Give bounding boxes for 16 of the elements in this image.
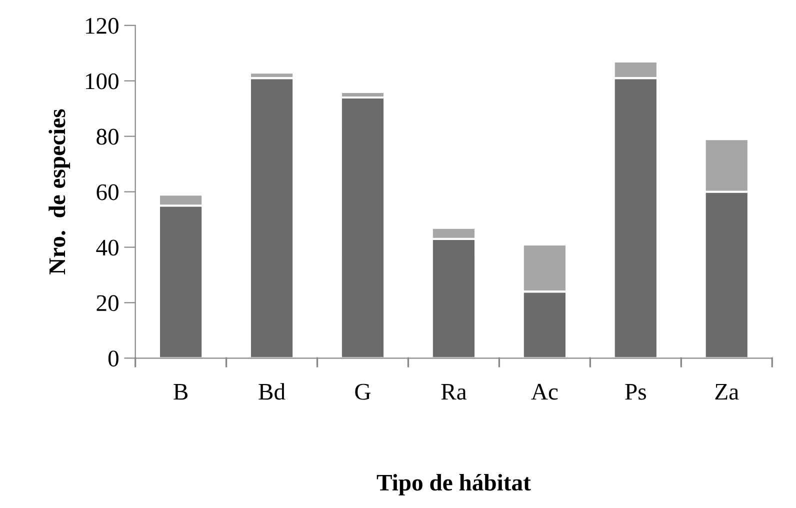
y-tick-label: 20 xyxy=(96,295,118,312)
y-tick-label: 40 xyxy=(96,240,118,256)
x-tick-label: Ra xyxy=(441,384,467,400)
y-axis-title: Nro. de especies xyxy=(48,109,70,274)
y-tick-label: 0 xyxy=(108,350,118,367)
x-tick-label: Ac xyxy=(531,384,558,400)
y-tick-label: 120 xyxy=(86,18,118,34)
x-tick-label: Ps xyxy=(625,384,646,400)
x-axis-title: Tipo de hábitat xyxy=(376,474,531,496)
x-tick-label: Bd xyxy=(258,383,286,400)
x-tick-label: G xyxy=(355,384,371,400)
x-tick-label: B xyxy=(174,384,188,400)
y-tick-label: 80 xyxy=(96,128,118,145)
x-tick-label: Za xyxy=(715,384,739,400)
y-tick-label: 100 xyxy=(86,73,118,90)
y-tick-label: 60 xyxy=(96,184,118,200)
